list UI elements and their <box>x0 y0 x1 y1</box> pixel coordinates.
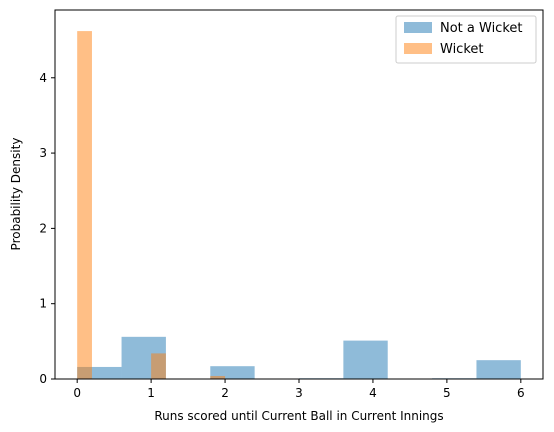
y-axis-label: Probability Density <box>9 138 23 251</box>
x-tick-label: 4 <box>369 386 377 400</box>
bar-not-a-wicket-3 <box>210 366 255 379</box>
x-tick-label: 3 <box>295 386 303 400</box>
bar-wicket-0 <box>77 31 92 379</box>
bar-wicket-9 <box>210 375 226 379</box>
legend-label-wicket: Wicket <box>440 42 484 57</box>
x-axis-label: Runs scored until Current Ball in Curren… <box>154 409 443 423</box>
legend: Not a Wicket Wicket <box>395 15 537 64</box>
y-ticks: 0 1 2 3 4 <box>39 71 55 386</box>
x-tick-label: 5 <box>443 386 451 400</box>
bar-wicket-5 <box>151 353 166 379</box>
y-tick-label: 1 <box>39 297 47 311</box>
bar-not-a-wicket-9 <box>476 360 521 379</box>
y-tick-label: 3 <box>39 146 47 160</box>
x-tick-label: 1 <box>147 386 155 400</box>
x-ticks: 0 1 2 3 4 5 6 <box>73 379 525 400</box>
y-tick-label: 0 <box>39 372 47 386</box>
y-tick-label: 2 <box>39 221 47 235</box>
y-tick-label: 4 <box>39 71 47 85</box>
bar-not-a-wicket-6 <box>343 340 388 379</box>
x-tick-label: 2 <box>221 386 229 400</box>
legend-swatch-wicket <box>404 43 432 54</box>
legend-swatch-not-a-wicket <box>404 22 432 33</box>
bars-layer <box>77 31 521 379</box>
x-tick-label: 0 <box>73 386 81 400</box>
axes-frame <box>54 9 544 380</box>
x-tick-label: 6 <box>517 386 525 400</box>
legend-label-not-a-wicket: Not a Wicket <box>440 21 523 36</box>
